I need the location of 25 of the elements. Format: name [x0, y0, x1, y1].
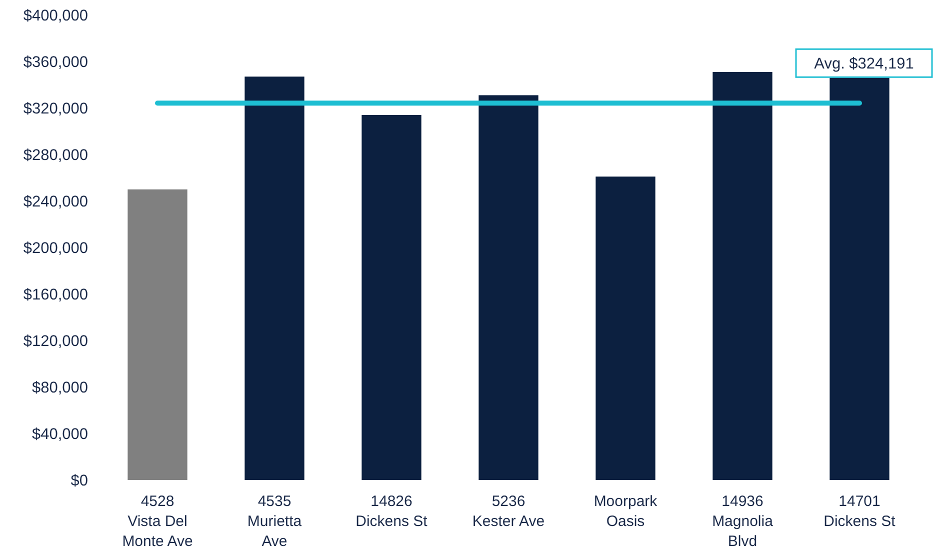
- bar: [712, 72, 772, 480]
- x-tick-label: 4528 Vista Del Monte Ave: [122, 493, 193, 550]
- y-tick-label: $0: [70, 472, 88, 490]
- y-tick-label: $120,000: [23, 332, 88, 350]
- bar: [128, 189, 188, 480]
- y-tick-label: $400,000: [23, 7, 88, 24]
- y-tick-label: $80,000: [32, 379, 88, 396]
- y-tick-label: $280,000: [23, 146, 88, 164]
- y-tick-label: $240,000: [23, 193, 88, 210]
- y-tick-label: $40,000: [32, 426, 88, 443]
- bar: [478, 95, 538, 480]
- ref-line-label: Avg. $324,191: [814, 56, 914, 73]
- bar: [244, 76, 304, 480]
- y-tick-label: $200,000: [23, 240, 88, 257]
- x-tick-label: 14701 Dickens St: [824, 493, 896, 530]
- y-tick-label: $360,000: [23, 54, 88, 71]
- y-tick-label: $160,000: [23, 286, 88, 304]
- x-tick-label: 5236 Kester Ave: [472, 493, 545, 530]
- y-tick-label: $320,000: [23, 100, 88, 118]
- bar: [362, 114, 422, 480]
- x-tick-label: 14936 Magnolia Blvd: [712, 493, 774, 550]
- x-tick-label: Moorpark Oasis: [594, 493, 658, 530]
- bar: [596, 176, 656, 480]
- x-tick-label: 4535 Murietta Ave: [247, 493, 302, 550]
- x-tick-label: 14826 Dickens St: [356, 493, 428, 530]
